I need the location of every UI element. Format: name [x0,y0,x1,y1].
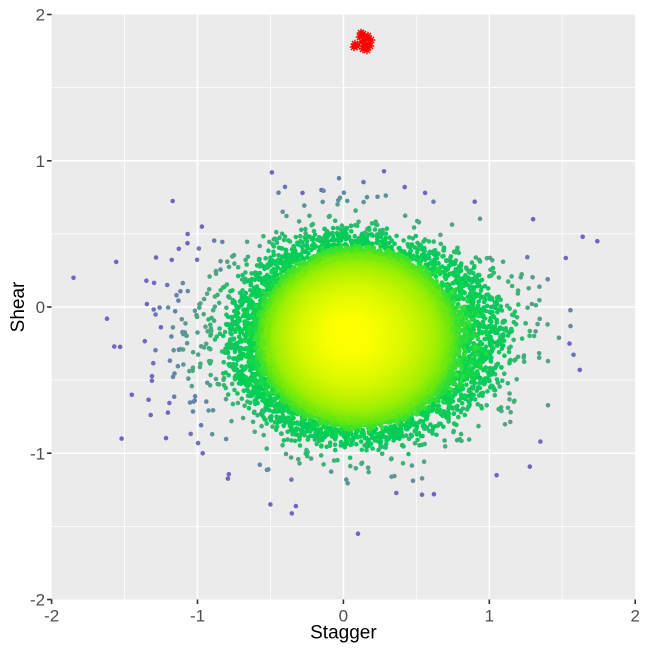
svg-text:1: 1 [36,152,45,171]
svg-text:-2: -2 [30,591,45,610]
svg-text:-2: -2 [44,607,59,626]
svg-text:0: 0 [339,607,348,626]
svg-text:-1: -1 [190,607,205,626]
svg-text:2: 2 [630,607,639,626]
svg-text:-1: -1 [30,444,45,463]
svg-text:2: 2 [36,6,45,25]
svg-text:1: 1 [485,607,494,626]
svg-text:0: 0 [36,298,45,317]
svg-text:Shear: Shear [8,281,29,332]
svg-text:Stagger: Stagger [310,623,377,644]
